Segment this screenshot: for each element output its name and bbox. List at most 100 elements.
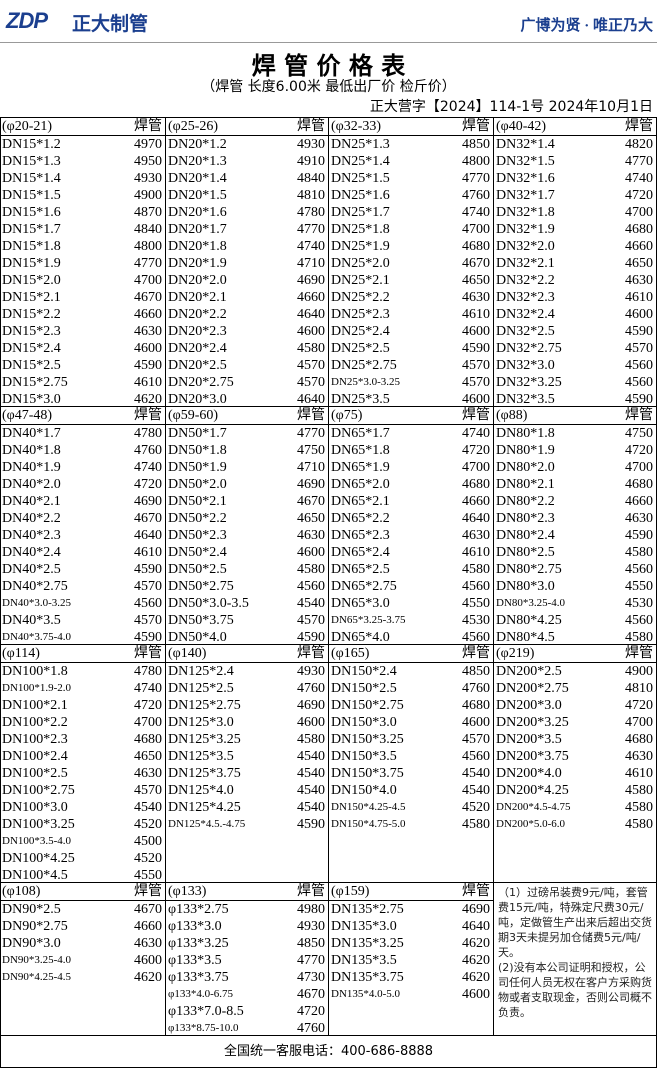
spec: DN150*3.75 [331,766,404,781]
price-row: DN100*4.25 4520 [0,850,165,867]
price: 4740 [625,171,653,186]
subtitle: （焊管 长度6.00米 最低出厂价 检斤价） [201,79,456,95]
price-row: DN80*2.2 4660 [494,493,656,510]
price-row: DN25*2.0 4670 [329,255,493,272]
spec: DN25*1.6 [331,188,390,203]
price-row: DN200*2.75 4810 [494,680,656,697]
price-row: DN135*2.75 4690 [329,901,493,918]
pipe-type: 焊管 [297,884,325,899]
price: 4670 [297,987,325,1002]
price-column: (φ159) 焊管 DN135*2.75 4690 DN135*3.0 4640 DN135… [329,883,494,1036]
price: 4570 [134,579,162,594]
pipe-type: 焊管 [134,408,162,423]
spec: DN65*4.0 [331,630,390,645]
price: 4560 [134,596,162,611]
price: 4640 [462,511,490,526]
price: 4760 [297,1021,325,1036]
spec: DN135*3.0 [331,919,397,934]
price-row: DN25*3.0-3.25 4570 [329,374,493,391]
price: 4750 [297,443,325,458]
price-row: DN125*3.0 4600 [166,714,328,731]
price-row: DN50*2.4 4600 [166,544,328,561]
price: 4770 [297,426,325,441]
spec: DN65*3.25-3.75 [331,614,406,626]
spec: DN40*3.5 [2,613,61,628]
spec: DN15*2.75 [2,375,68,390]
spec: DN100*2.1 [2,698,68,713]
price: 4520 [134,851,162,866]
column-header: (φ75) 焊管 [329,407,493,425]
spec: DN80*2.2 [496,494,555,509]
price-row: DN80*2.0 4700 [494,459,656,476]
price-row: DN50*3.75 4570 [166,612,328,629]
price: 4620 [462,953,490,968]
price: 4700 [462,460,490,475]
price: 4600 [462,392,490,407]
spec: DN32*2.4 [496,307,555,322]
price-row: DN15*1.8 4800 [0,238,165,255]
pipe-range: (φ32-33) [331,119,382,134]
price: 4670 [134,511,162,526]
pipe-range: (φ108) [2,884,41,899]
price-row: DN50*2.5 4580 [166,561,328,578]
price-row: DN15*2.3 4630 [0,323,165,340]
price: 4970 [134,137,162,152]
price: 4630 [462,528,490,543]
spec: DN15*2.2 [2,307,61,322]
pipe-type: 焊管 [297,646,325,661]
spec: DN150*2.75 [331,698,404,713]
price-row: DN65*4.0 4560 [329,629,493,646]
price: 4770 [297,953,325,968]
price: 4710 [297,256,325,271]
pipe-type: 焊管 [625,408,653,423]
price: 4620 [462,936,490,951]
spec: DN25*3.0-3.25 [331,376,401,388]
spec: DN25*2.2 [331,290,390,305]
price-row: DN20*2.3 4600 [166,323,328,340]
price: 4590 [625,528,653,543]
spec: DN150*4.75-5.0 [331,818,406,830]
price-row: DN25*1.6 4760 [329,187,493,204]
price: 4690 [462,902,490,917]
spec: DN32*2.1 [496,256,555,271]
price: 4700 [134,715,162,730]
spec: DN25*1.5 [331,171,390,186]
spec: φ133*7.0-8.5 [168,1004,244,1019]
price: 4720 [625,188,653,203]
price: 4550 [134,868,162,883]
price-column: (φ165) 焊管 DN150*2.4 4850 DN150*2.5 4760 DN150*… [329,645,494,883]
price: 4930 [297,137,325,152]
price-row: DN100*2.4 4650 [0,748,165,765]
price-row: DN20*1.2 4930 [166,136,328,153]
price-row: DN80*2.4 4590 [494,527,656,544]
price: 4610 [462,545,490,560]
price-row: DN200*3.25 4700 [494,714,656,731]
doc-number: 正大营字【2024】114-1号 2024年10月1日 [369,99,653,115]
price-row: DN80*3.25-4.0 4530 [494,595,656,612]
price: 4560 [462,630,490,645]
price: 4680 [134,732,162,747]
price: 4570 [625,341,653,356]
spec: DN90*3.0 [2,936,61,951]
spec: DN32*3.0 [496,358,555,373]
price: 4700 [625,715,653,730]
spec: DN20*1.7 [168,222,227,237]
price: 4690 [297,477,325,492]
spec: DN65*3.0 [331,596,390,611]
price-row: DN15*2.4 4600 [0,340,165,357]
price-row: DN32*2.1 4650 [494,255,656,272]
price: 4660 [134,307,162,322]
price: 4720 [134,698,162,713]
price-row: DN100*3.25 4520 [0,816,165,833]
price: 4840 [297,171,325,186]
price: 4630 [625,511,653,526]
price: 4580 [462,562,490,577]
price-column: (φ75) 焊管 DN65*1.7 4740 DN65*1.8 4720 DN65*1.9 4… [329,407,494,645]
price: 4540 [462,766,490,781]
price: 4560 [462,579,490,594]
spec: DN40*2.0 [2,477,61,492]
price-row: DN25*1.9 4680 [329,238,493,255]
price: 4570 [297,375,325,390]
spec: DN80*2.5 [496,545,555,560]
price: 4690 [297,698,325,713]
